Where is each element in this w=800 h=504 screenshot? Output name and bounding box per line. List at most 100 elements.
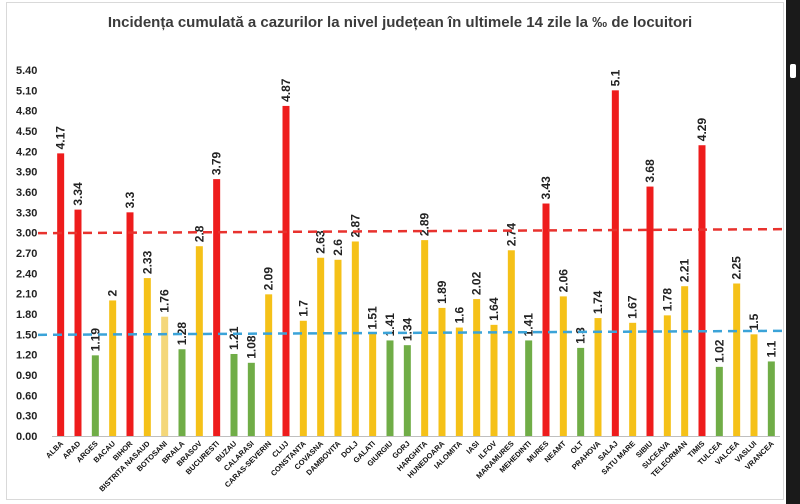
data-label: 1.74 bbox=[591, 290, 605, 314]
bar bbox=[663, 315, 671, 436]
data-label: 5.1 bbox=[608, 69, 622, 86]
y-tick-label: 5.40 bbox=[16, 65, 37, 77]
bar bbox=[57, 153, 65, 436]
reference-line bbox=[37, 329, 783, 337]
data-label: 3.43 bbox=[539, 176, 553, 200]
data-label: 1.67 bbox=[626, 295, 640, 319]
bar bbox=[767, 361, 775, 436]
y-tick-label: 1.50 bbox=[16, 329, 37, 341]
data-label: 1.28 bbox=[175, 322, 189, 346]
bar bbox=[473, 299, 481, 436]
bar bbox=[282, 105, 290, 436]
data-label: 1.21 bbox=[227, 326, 241, 350]
bar bbox=[594, 318, 602, 436]
chart-title: Incidența cumulată a cazurilor la nivel … bbox=[107, 14, 693, 31]
data-label: 2.25 bbox=[730, 256, 744, 280]
bar bbox=[490, 324, 498, 436]
data-label: 1.1 bbox=[764, 340, 778, 357]
bar bbox=[351, 241, 359, 436]
bar bbox=[230, 353, 238, 436]
y-tick-label: 2.10 bbox=[16, 289, 37, 301]
bar bbox=[126, 212, 134, 436]
data-label: 1.08 bbox=[244, 335, 258, 359]
data-label: 1.6 bbox=[452, 307, 466, 324]
y-tick-label: 5.10 bbox=[16, 85, 37, 97]
bar bbox=[750, 334, 758, 436]
y-tick-label: 3.00 bbox=[16, 228, 37, 240]
bar bbox=[247, 362, 255, 436]
bar bbox=[317, 257, 325, 436]
bar bbox=[438, 307, 446, 436]
bar bbox=[213, 179, 221, 436]
bar bbox=[646, 186, 654, 436]
data-label: 1.41 bbox=[383, 313, 397, 337]
bar bbox=[74, 209, 82, 436]
bar bbox=[577, 347, 585, 436]
data-label: 4.17 bbox=[54, 126, 68, 150]
bar bbox=[507, 250, 515, 436]
data-label: 3.34 bbox=[71, 182, 85, 206]
data-label: 1.34 bbox=[400, 317, 414, 341]
y-tick-label: 3.90 bbox=[16, 167, 37, 179]
bar bbox=[143, 278, 151, 436]
data-label: 1.64 bbox=[487, 297, 501, 321]
data-label: 1.41 bbox=[522, 313, 536, 337]
bar bbox=[265, 294, 273, 436]
bar bbox=[559, 296, 567, 436]
bar bbox=[299, 320, 307, 436]
data-label: 2.6 bbox=[331, 239, 345, 256]
data-label: 2.02 bbox=[470, 271, 484, 295]
y-tick-label: 0.90 bbox=[16, 370, 37, 382]
data-label: 2.09 bbox=[262, 267, 276, 291]
y-tick-label: 4.80 bbox=[16, 106, 37, 118]
window-edge bbox=[786, 0, 800, 504]
data-label: 2.89 bbox=[418, 212, 432, 236]
data-label: 2.06 bbox=[556, 269, 570, 293]
bar bbox=[542, 203, 550, 436]
y-tick-label: 4.20 bbox=[16, 146, 37, 158]
y-tick-label: 0.60 bbox=[16, 390, 37, 402]
data-label: 3.79 bbox=[210, 151, 224, 175]
bar bbox=[611, 90, 619, 436]
data-label: 1.7 bbox=[296, 300, 310, 317]
data-label: 4.87 bbox=[279, 78, 293, 102]
data-label: 2.21 bbox=[678, 259, 692, 283]
bar bbox=[733, 283, 741, 436]
bar bbox=[698, 145, 706, 436]
y-tick-label: 0.00 bbox=[16, 431, 37, 443]
y-tick-label: 2.70 bbox=[16, 248, 37, 260]
reference-line bbox=[37, 227, 783, 235]
y-tick-label: 1.20 bbox=[16, 350, 37, 362]
bar bbox=[369, 333, 377, 436]
data-label: 2 bbox=[106, 289, 120, 296]
data-label: 1.5 bbox=[747, 313, 761, 330]
y-tick-label: 4.50 bbox=[16, 126, 37, 138]
scroll-thumb[interactable] bbox=[790, 64, 796, 78]
bar bbox=[109, 300, 117, 436]
data-label: 3.68 bbox=[643, 159, 657, 183]
bar bbox=[334, 259, 342, 436]
data-label: 1.19 bbox=[88, 328, 102, 352]
y-tick-label: 3.30 bbox=[16, 207, 37, 219]
data-label: 1.78 bbox=[660, 288, 674, 312]
y-tick-label: 1.80 bbox=[16, 309, 37, 321]
bar bbox=[386, 340, 394, 436]
bar bbox=[91, 355, 99, 436]
data-label: 4.29 bbox=[695, 118, 709, 142]
y-tick-label: 2.40 bbox=[16, 268, 37, 280]
bar bbox=[195, 246, 203, 436]
y-tick-label: 0.30 bbox=[16, 411, 37, 423]
bar bbox=[681, 286, 689, 436]
bar bbox=[629, 322, 637, 436]
data-label: 1.3 bbox=[574, 327, 588, 344]
data-label: 2.87 bbox=[348, 214, 362, 238]
data-label: 2.33 bbox=[140, 250, 154, 274]
bar bbox=[525, 340, 533, 436]
data-label: 1.51 bbox=[366, 306, 380, 330]
bar bbox=[421, 240, 429, 436]
data-label: 1.89 bbox=[435, 280, 449, 304]
chart-frame bbox=[6, 2, 784, 500]
bar bbox=[455, 327, 463, 436]
bar bbox=[403, 345, 411, 436]
